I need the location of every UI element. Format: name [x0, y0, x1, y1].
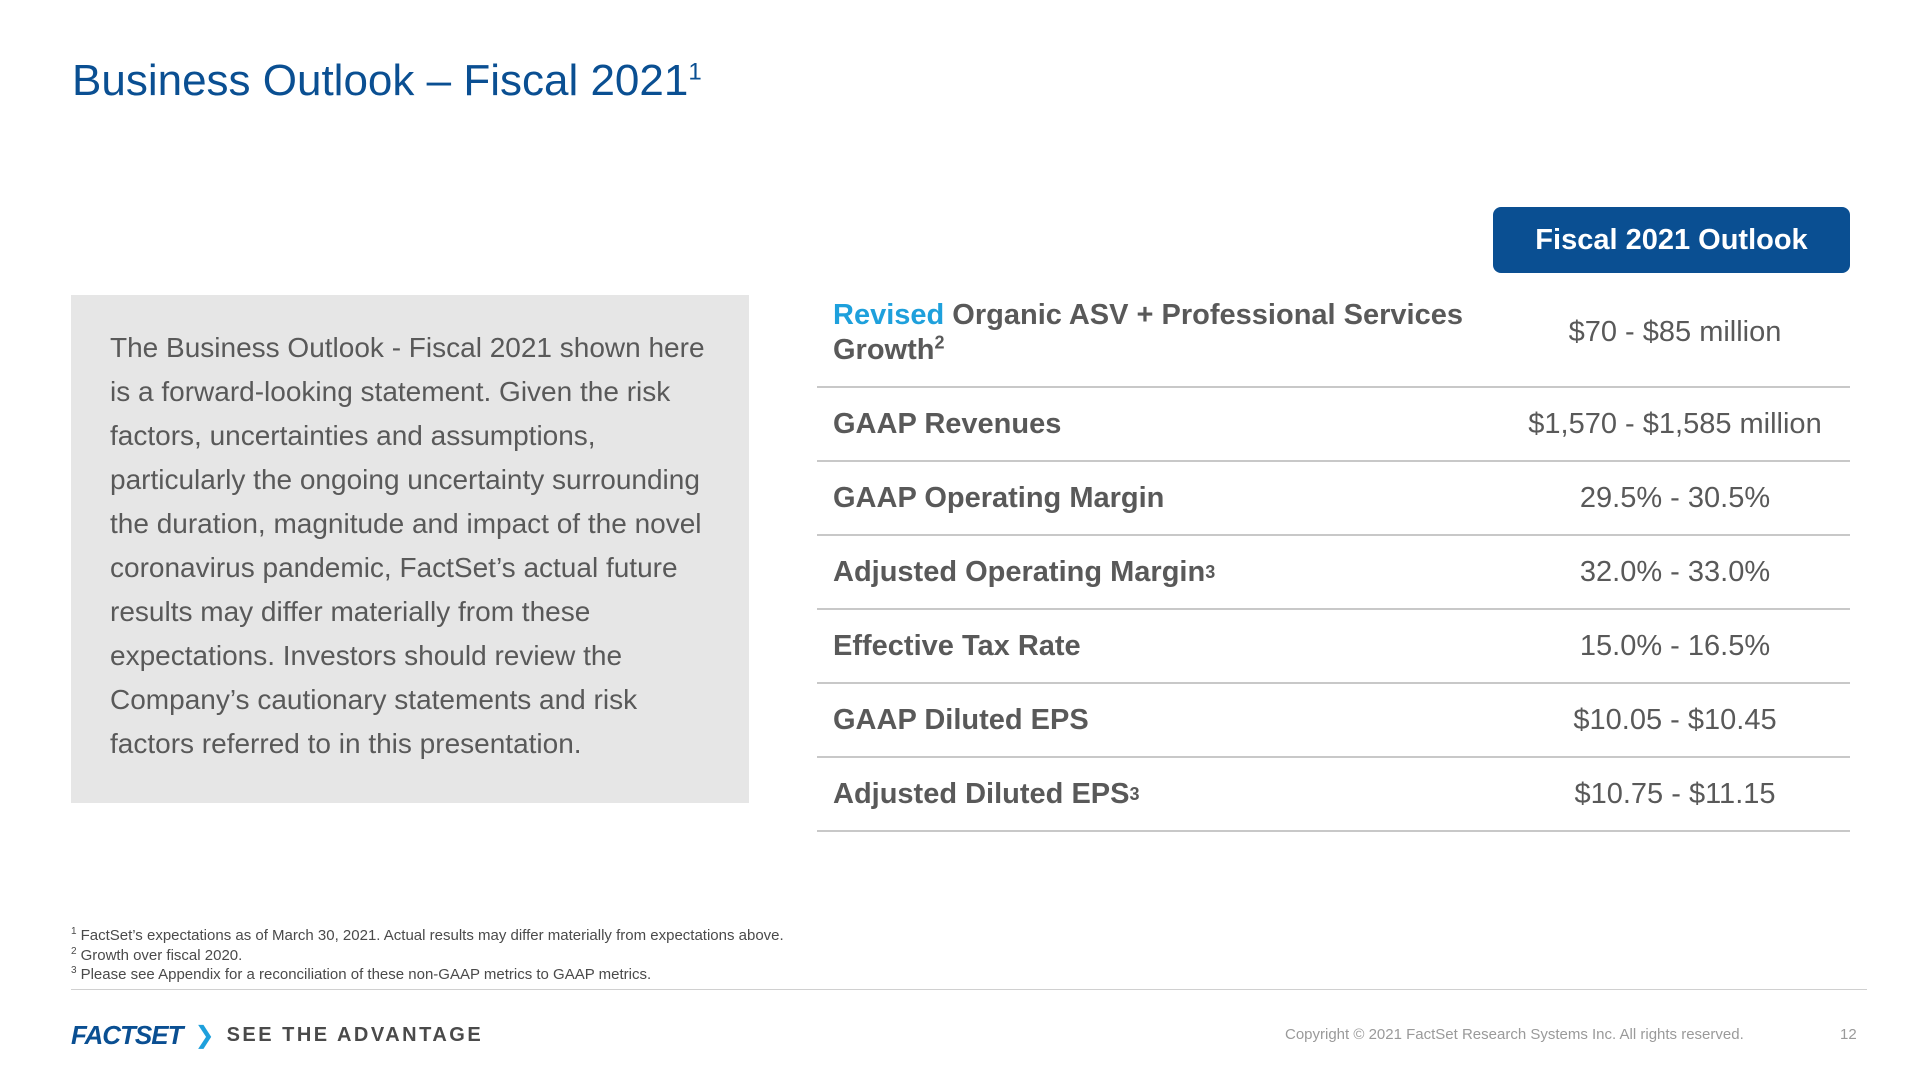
- chevron-right-icon: ❯: [194, 1021, 215, 1049]
- footnote-text: FactSet’s expectations as of March 30, 2…: [80, 927, 784, 944]
- metric-label: Adjusted Diluted EPS 3: [833, 777, 1140, 810]
- metric-label: GAAP Diluted EPS: [833, 684, 1493, 756]
- footnote-text: Please see Appendix for a reconciliation…: [80, 966, 652, 983]
- outlook-table: Revised Organic ASV + Professional Servi…: [817, 296, 1850, 832]
- table-row: GAAP Revenues $1,570 - $1,585 million: [817, 388, 1850, 462]
- metric-label: GAAP Operating Margin: [833, 462, 1493, 534]
- footnote-number: 3: [71, 965, 77, 976]
- footer-divider: [71, 989, 1867, 990]
- metric-value: $10.75 - $11.15: [1574, 777, 1776, 810]
- table-row: GAAP Diluted EPS $10.05 - $10.45: [817, 684, 1850, 758]
- metric-label: Adjusted Operating Margin 3: [833, 555, 1216, 588]
- footnote-item: 2 Growth over fiscal 2020.: [71, 946, 784, 966]
- logo-wordmark: FACTSET: [71, 1019, 183, 1050]
- page-title-text: Business Outlook – Fiscal 2021: [72, 56, 689, 105]
- footnote-marker: 2: [934, 332, 945, 353]
- table-row: Revised Organic ASV + Professional Servi…: [817, 296, 1850, 388]
- revised-prefix: Revised: [833, 299, 945, 331]
- copyright-notice: Copyright © 2021 FactSet Research System…: [1285, 1026, 1744, 1043]
- metric-value: $1,570 - $1,585 million: [1528, 407, 1822, 440]
- table-row: GAAP Operating Margin 29.5% - 30.5%: [817, 462, 1850, 536]
- footnote-text: Growth over fiscal 2020.: [80, 946, 243, 964]
- metric-label-text: Organic ASV + Professional Services Grow…: [833, 299, 1463, 366]
- metric-label: Revised Organic ASV + Professional Servi…: [833, 296, 1493, 388]
- table-row: Adjusted Operating Margin 3 32.0% - 33.0%: [817, 536, 1850, 610]
- metric-value: 29.5% - 30.5%: [1579, 481, 1771, 514]
- metric-label: Effective Tax Rate: [833, 610, 1493, 682]
- table-row: Effective Tax Rate 15.0% - 16.5%: [817, 610, 1850, 684]
- footnotes: 1 FactSet’s expectations as of March 30, …: [71, 926, 784, 985]
- page-title: Business Outlook – Fiscal 20211: [72, 56, 702, 107]
- metric-value: $70 - $85 million: [1568, 316, 1782, 348]
- metric-label-text: GAAP Revenues: [833, 407, 1062, 440]
- footnote-item: 3 Please see Appendix for a reconciliatio…: [71, 965, 784, 985]
- disclaimer-text: The Business Outlook - Fiscal 2021 shown…: [110, 332, 705, 759]
- footnote-number: 1: [71, 926, 77, 937]
- metric-label-text: Adjusted Diluted EPS: [833, 777, 1130, 810]
- metric-label-text: Effective Tax Rate: [833, 629, 1081, 662]
- metric-label: GAAP Revenues: [833, 388, 1493, 460]
- page-number: 12: [1840, 1026, 1857, 1043]
- outlook-column-header: Fiscal 2021 Outlook: [1493, 207, 1850, 273]
- footnote-number: 2: [71, 945, 77, 957]
- metric-label-text: Adjusted Operating Margin: [833, 555, 1206, 588]
- metric-value: $10.05 - $10.45: [1573, 703, 1777, 736]
- table-row: Adjusted Diluted EPS 3 $10.75 - $11.15: [817, 758, 1850, 832]
- footnote-item: 1 FactSet’s expectations as of March 30, …: [71, 926, 784, 946]
- metric-value: 15.0% - 16.5%: [1579, 629, 1771, 662]
- metric-label-text: GAAP Operating Margin: [833, 481, 1165, 514]
- metric-value: 32.0% - 33.0%: [1579, 555, 1771, 588]
- factset-logo: FACTSET ❯ SEE THE ADVANTAGE: [71, 1020, 483, 1050]
- metric-label-text: GAAP Diluted EPS: [833, 703, 1089, 736]
- title-footnote-marker: 1: [688, 58, 702, 86]
- logo-tagline: SEE THE ADVANTAGE: [226, 1023, 484, 1046]
- disclaimer-panel: The Business Outlook - Fiscal 2021 shown…: [71, 295, 749, 803]
